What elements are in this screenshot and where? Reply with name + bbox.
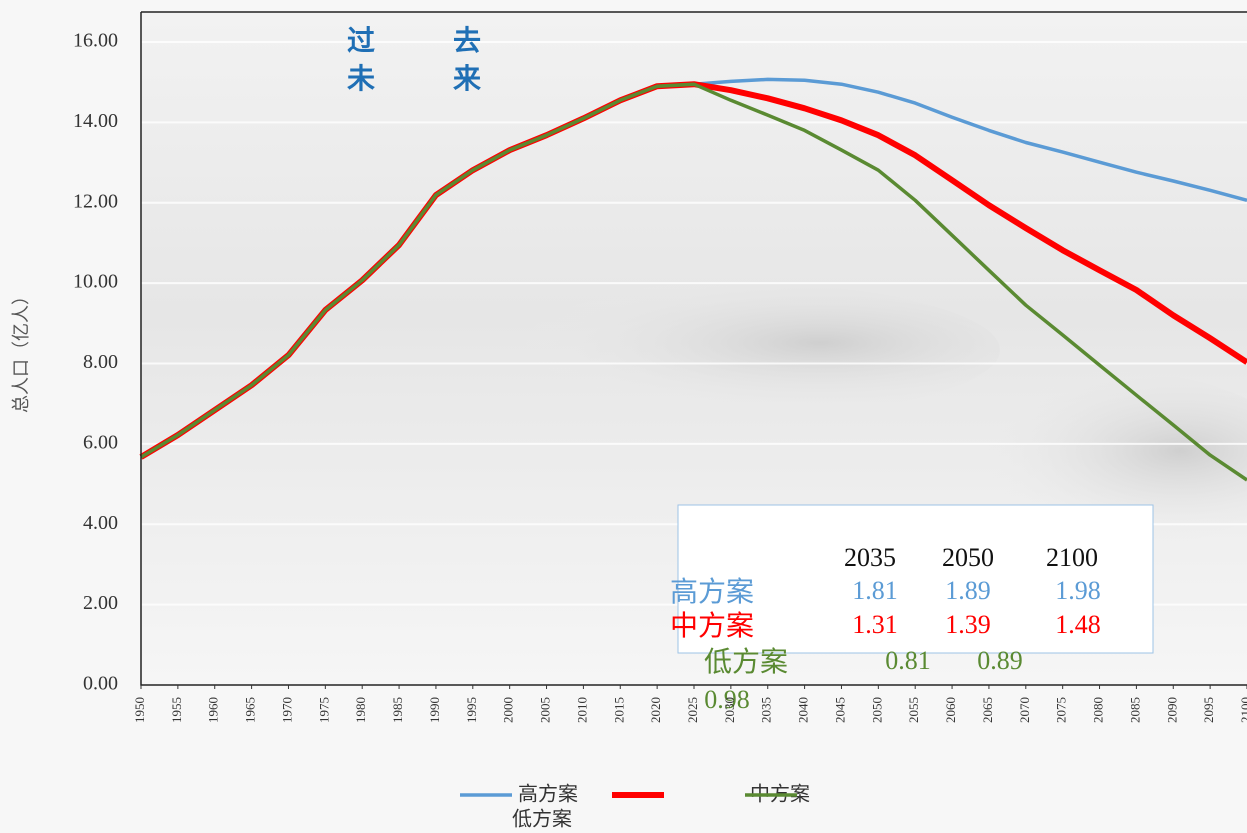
x-tick-label: 2080 xyxy=(1091,697,1106,723)
x-tick-label: 1990 xyxy=(427,697,442,723)
y-tick-label: 10.00 xyxy=(73,271,118,293)
x-tick-label: 2035 xyxy=(759,697,774,723)
table-cell: 低方案 xyxy=(704,645,788,678)
annotation: 未来 xyxy=(347,62,559,95)
table-header: 2050 xyxy=(942,543,994,572)
table-cell: 高方案 xyxy=(670,575,754,608)
x-tick-label: 1950 xyxy=(132,697,147,723)
x-tick-label: 1985 xyxy=(390,697,405,723)
x-tick-label: 2005 xyxy=(538,697,553,723)
line-series xyxy=(140,82,1247,482)
table-cell: 1.31 xyxy=(852,610,898,639)
y-tick-label: 12.00 xyxy=(73,190,118,212)
y-tick-label: 2.00 xyxy=(83,592,118,614)
y-tick-label: 6.00 xyxy=(83,431,118,453)
mist xyxy=(400,280,1000,420)
x-tick-label: 2095 xyxy=(1201,697,1216,723)
table-cell: 1.98 xyxy=(1055,576,1101,605)
x-tick-label: 2040 xyxy=(796,697,811,723)
x-tick-label: 1955 xyxy=(169,697,184,723)
annotation: 过去 xyxy=(347,24,559,57)
x-tick-label: 2090 xyxy=(1164,697,1179,723)
table-header: 2035 xyxy=(844,543,896,572)
y-tick-label: 14.00 xyxy=(73,110,118,132)
y-tick-label: 0.00 xyxy=(83,673,118,695)
x-tick-label: 2015 xyxy=(611,697,626,723)
x-tick-label: 1975 xyxy=(316,697,331,723)
table-cell: 0.89 xyxy=(977,646,1023,675)
x-tick-label: 2020 xyxy=(648,697,663,723)
y-tick-label: 8.00 xyxy=(83,351,118,373)
x-tick-label: 2070 xyxy=(1017,697,1032,723)
x-tick-label: 2060 xyxy=(943,697,958,723)
x-tick-label: 2010 xyxy=(574,697,589,723)
x-tick-label: 2075 xyxy=(1054,697,1069,723)
x-tick-label: 1970 xyxy=(279,697,294,723)
y-tick-label: 16.00 xyxy=(73,30,118,52)
y-tick-label: 4.00 xyxy=(83,512,118,534)
x-tick-label: 1980 xyxy=(353,697,368,723)
x-tick-label: 2085 xyxy=(1127,697,1142,723)
table-cell: 1.39 xyxy=(945,610,991,639)
table-cell: 1.81 xyxy=(852,576,898,605)
table-cell: 0.98 xyxy=(704,685,750,714)
x-tick-label: 2055 xyxy=(906,697,921,723)
table-cell: 中方案 xyxy=(670,609,754,642)
x-tick-label: 1995 xyxy=(464,697,479,723)
x-tick-label: 2000 xyxy=(501,697,516,723)
x-tick-label: 1965 xyxy=(243,697,258,723)
y-axis-label: 总人口（亿人） xyxy=(11,287,32,413)
x-tick-label: 2050 xyxy=(869,697,884,723)
x-tick-label: 2045 xyxy=(832,697,847,723)
table-header: 2100 xyxy=(1046,543,1098,572)
x-tick-label: 2100 xyxy=(1238,697,1247,723)
x-tick-label: 2065 xyxy=(980,697,995,723)
table-box xyxy=(677,504,1154,654)
table-cell: 0.81 xyxy=(885,646,931,675)
legend-label: 低方案 xyxy=(512,807,572,831)
table-cell: 1.48 xyxy=(1055,610,1101,639)
legend-label: 高方案 xyxy=(518,782,578,806)
x-tick-label: 1960 xyxy=(206,697,221,723)
x-tick-label: 2025 xyxy=(685,697,700,723)
x-tick-label: 2030 xyxy=(722,697,737,723)
table-cell: 1.89 xyxy=(945,576,991,605)
